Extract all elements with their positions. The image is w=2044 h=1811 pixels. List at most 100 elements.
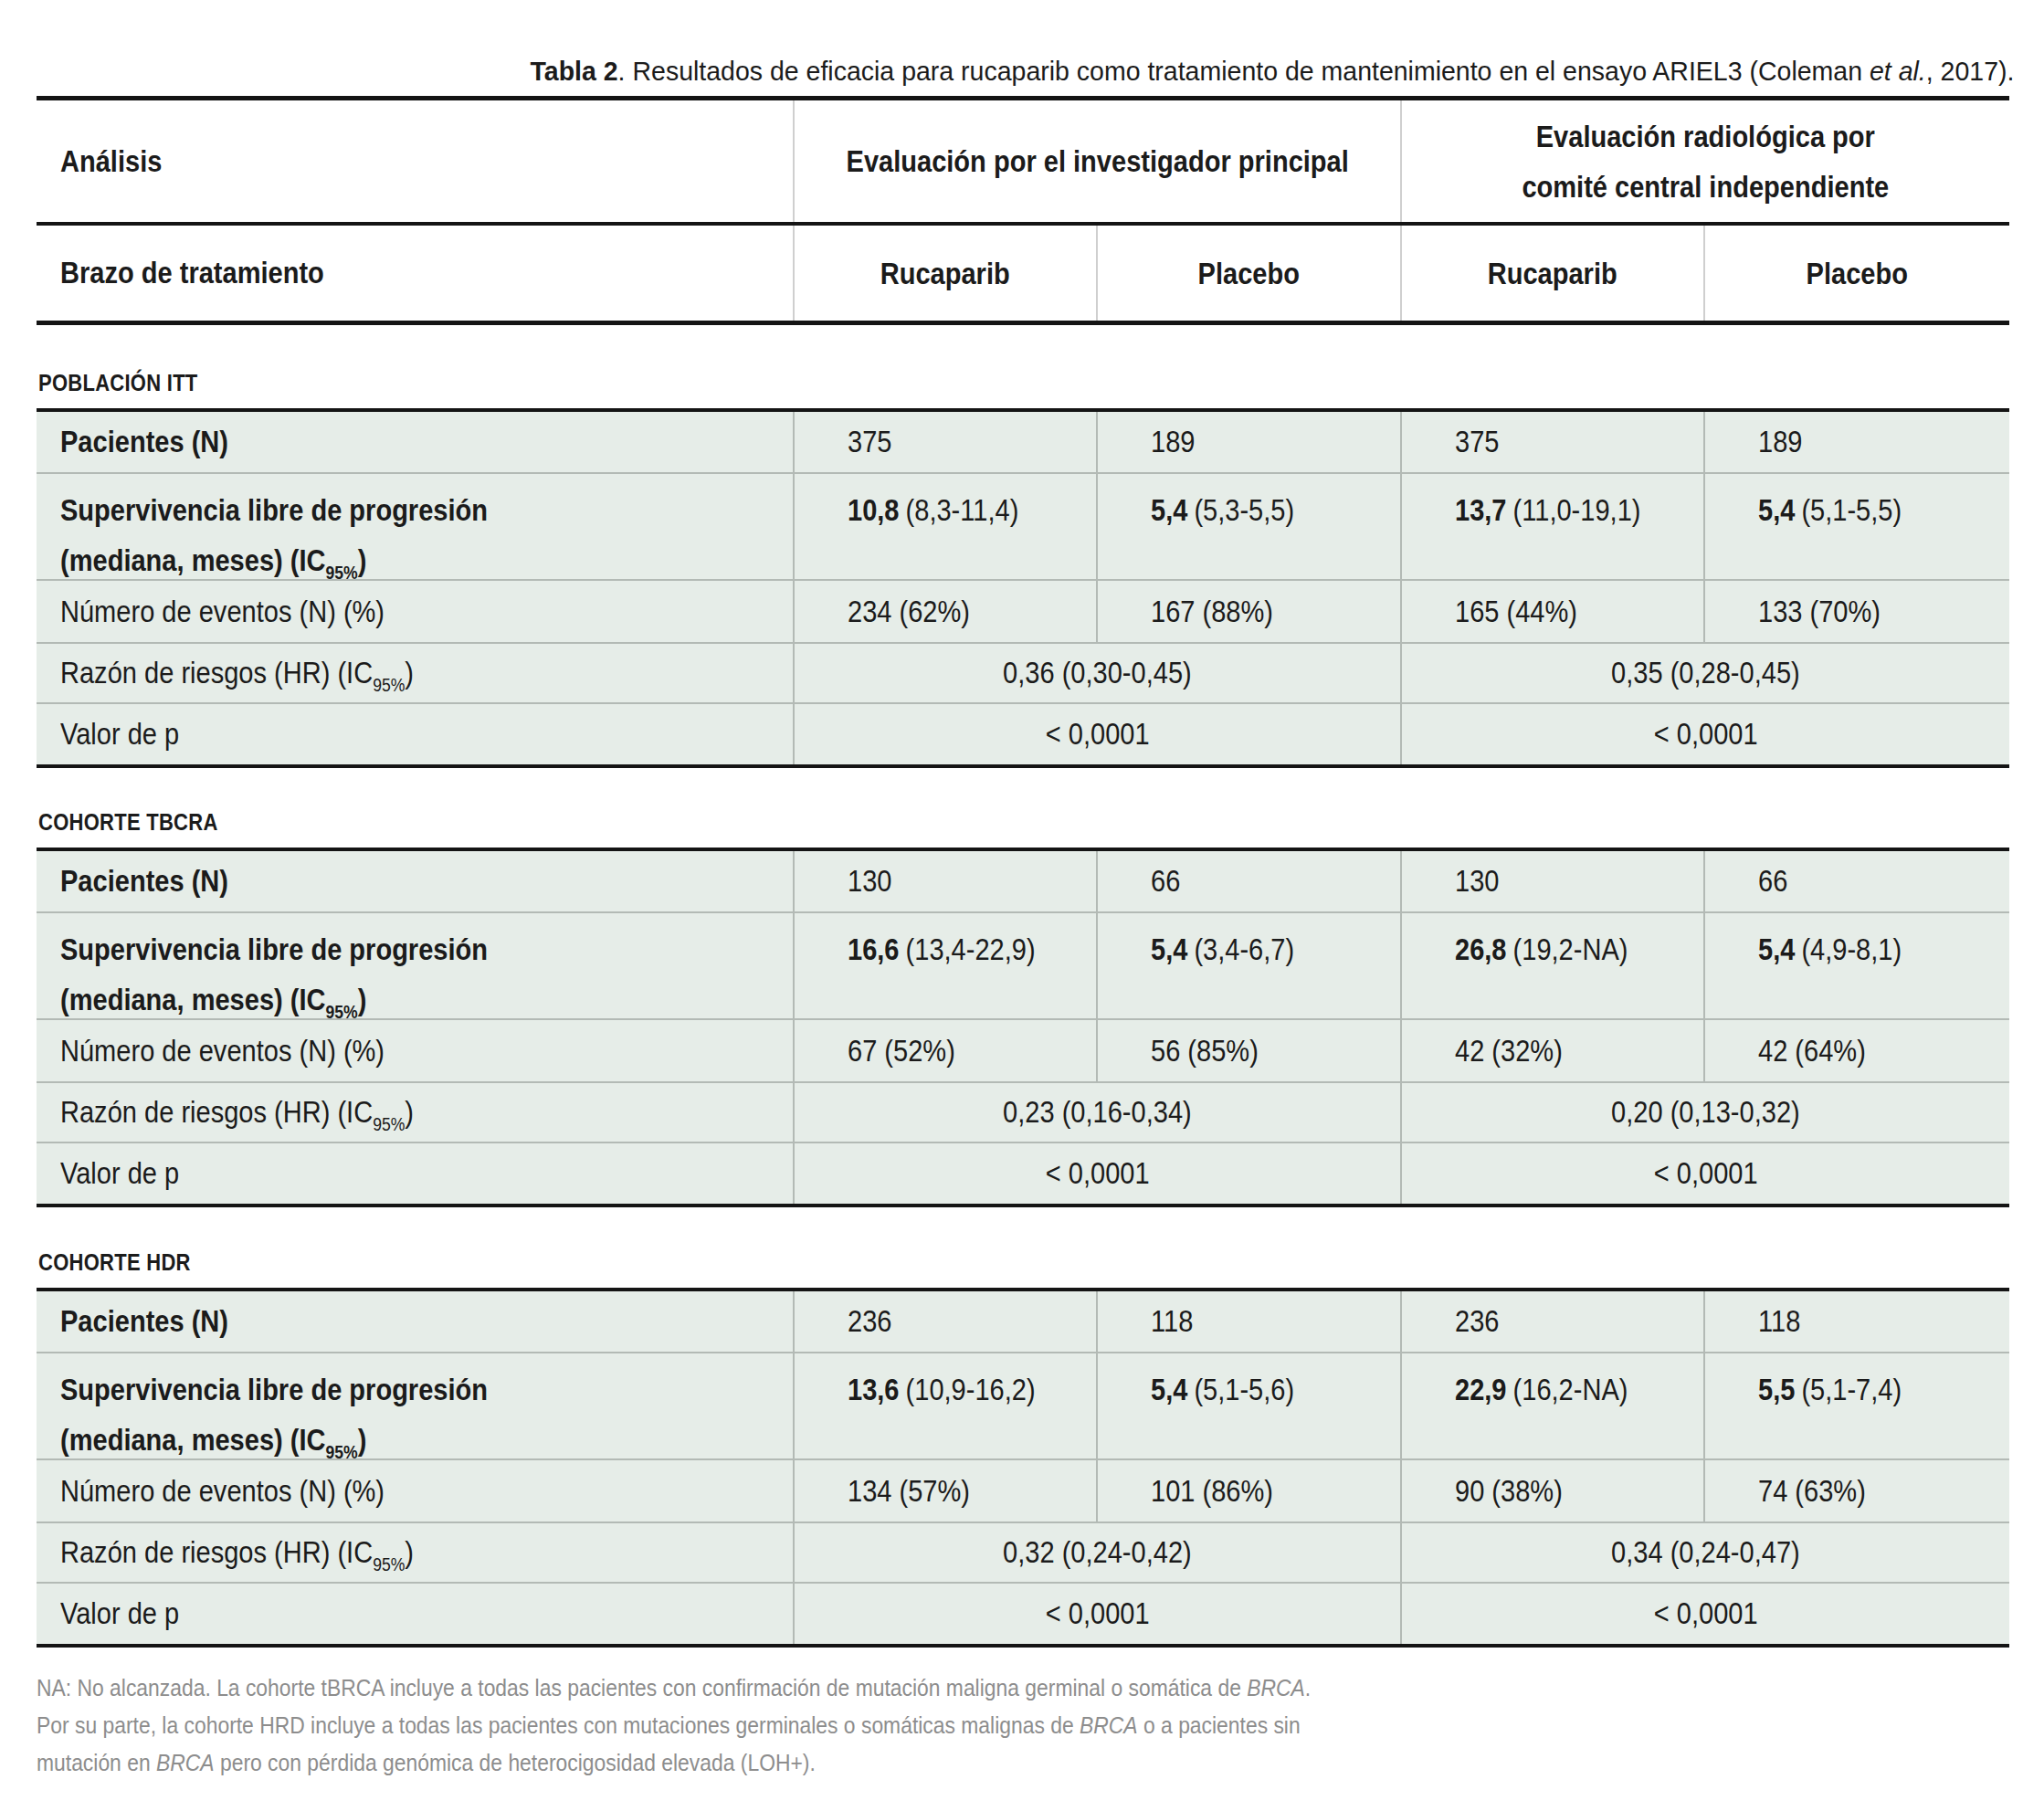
section-block-hdr: Pacientes (N) 236 118 236 118 Superviven…	[37, 1288, 2009, 1648]
header-arm-rucaparib-2: Rucaparib	[1402, 226, 1705, 321]
value-patients: 236	[795, 1291, 1098, 1352]
value-patients: 189	[1705, 412, 2009, 472]
row-hazard-ratio: Razón de riesgos (HR) (IC95%) 0,23 (0,16…	[37, 1083, 2009, 1143]
row-pfs: Supervivencia libre de progresión(median…	[37, 913, 2009, 1020]
row-label-p-value: Valor de p	[37, 1584, 795, 1644]
value-events: 90 (38%)	[1402, 1460, 1705, 1521]
header-arm-rucaparib-1: Rucaparib	[795, 226, 1098, 321]
value-patients: 66	[1705, 851, 2009, 911]
value-events: 234 (62%)	[795, 581, 1098, 642]
row-label-p-value: Valor de p	[37, 1143, 795, 1204]
footnote-line: mutación en BRCA pero con pérdida genómi…	[37, 1744, 2009, 1782]
footnote-line: NA: No alcanzada. La cohorte tBRCA inclu…	[37, 1669, 2009, 1707]
row-label-pfs: Supervivencia libre de progresión(median…	[37, 913, 795, 1025]
efficacy-table: Análisis Evaluación por el investigador …	[37, 96, 2009, 1782]
value-events: 67 (52%)	[795, 1020, 1098, 1081]
value-patients: 130	[795, 851, 1098, 911]
row-hazard-ratio: Razón de riesgos (HR) (IC95%) 0,36 (0,30…	[37, 644, 2009, 704]
header-group-radiology: Evaluación radiológica porcomité central…	[1402, 100, 2009, 222]
value-patients: 118	[1098, 1291, 1402, 1352]
section-label-hdr: COHORTE HDR	[37, 1207, 2009, 1288]
value-events: 165 (44%)	[1402, 581, 1705, 642]
row-label-pfs: Supervivencia libre de progresión(median…	[37, 474, 795, 585]
row-events: Número de eventos (N) (%) 134 (57%) 101 …	[37, 1460, 2009, 1523]
row-label-hazard-ratio: Razón de riesgos (HR) (IC95%)	[37, 644, 795, 702]
value-pfs: 16,6(13,4-22,9)	[795, 913, 1098, 1025]
header-treatment-arm: Brazo de tratamiento	[37, 226, 795, 321]
header-arm-placebo-2: Placebo	[1705, 226, 2009, 321]
value-pfs: 13,7(11,0-19,1)	[1402, 474, 1705, 585]
row-label-pfs: Supervivencia libre de progresión(median…	[37, 1353, 795, 1465]
value-patients: 130	[1402, 851, 1705, 911]
header-row-arms: Brazo de tratamiento Rucaparib Placebo R…	[37, 226, 2009, 325]
value-events: 42 (64%)	[1705, 1020, 2009, 1081]
row-label-patients: Pacientes (N)	[37, 1291, 795, 1352]
value-pfs: 10,8(8,3-11,4)	[795, 474, 1098, 585]
row-label-hazard-ratio: Razón de riesgos (HR) (IC95%)	[37, 1083, 795, 1142]
value-p: < 0,0001	[795, 1143, 1402, 1204]
value-events: 134 (57%)	[795, 1460, 1098, 1521]
row-events: Número de eventos (N) (%) 234 (62%) 167 …	[37, 581, 2009, 644]
value-events: 74 (63%)	[1705, 1460, 2009, 1521]
value-hazard-ratio: 0,32 (0,24-0,42)	[795, 1523, 1402, 1582]
section-label-itt: POBLACIÓN ITT	[37, 325, 2009, 408]
value-events: 133 (70%)	[1705, 581, 2009, 642]
header-row-analysis: Análisis Evaluación por el investigador …	[37, 96, 2009, 226]
value-pfs: 5,4(5,1-5,6)	[1098, 1353, 1402, 1465]
value-p: < 0,0001	[795, 1584, 1402, 1644]
row-events: Número de eventos (N) (%) 67 (52%) 56 (8…	[37, 1020, 2009, 1083]
value-patients: 375	[795, 412, 1098, 472]
row-label-patients: Pacientes (N)	[37, 851, 795, 911]
value-pfs: 22,9(16,2-NA)	[1402, 1353, 1705, 1465]
header-arm-placebo-1: Placebo	[1098, 226, 1402, 321]
value-pfs: 5,4(4,9-8,1)	[1705, 913, 2009, 1025]
value-events: 167 (88%)	[1098, 581, 1402, 642]
page: Tabla 2. Resultados de eficacia para ruc…	[0, 0, 2044, 1811]
value-events: 101 (86%)	[1098, 1460, 1402, 1521]
value-patients: 118	[1705, 1291, 2009, 1352]
row-label-events: Número de eventos (N) (%)	[37, 1020, 795, 1081]
section-block-tbcra: Pacientes (N) 130 66 130 66 Supervivenci…	[37, 848, 2009, 1207]
value-hazard-ratio: 0,34 (0,24-0,47)	[1402, 1523, 2009, 1582]
row-p-value: Valor de p < 0,0001 < 0,0001	[37, 1584, 2009, 1644]
value-hazard-ratio: 0,35 (0,28-0,45)	[1402, 644, 2009, 702]
row-patients: Pacientes (N) 130 66 130 66	[37, 851, 2009, 913]
value-p: < 0,0001	[1402, 1143, 2009, 1204]
value-patients: 236	[1402, 1291, 1705, 1352]
row-label-p-value: Valor de p	[37, 704, 795, 764]
row-label-hazard-ratio: Razón de riesgos (HR) (IC95%)	[37, 1523, 795, 1582]
value-patients: 375	[1402, 412, 1705, 472]
value-patients: 189	[1098, 412, 1402, 472]
row-hazard-ratio: Razón de riesgos (HR) (IC95%) 0,32 (0,24…	[37, 1523, 2009, 1584]
value-pfs: 5,4(5,1-5,5)	[1705, 474, 2009, 585]
value-events: 56 (85%)	[1098, 1020, 1402, 1081]
row-label-events: Número de eventos (N) (%)	[37, 1460, 795, 1521]
value-hazard-ratio: 0,23 (0,16-0,34)	[795, 1083, 1402, 1142]
row-p-value: Valor de p < 0,0001 < 0,0001	[37, 704, 2009, 764]
value-pfs: 5,5(5,1-7,4)	[1705, 1353, 2009, 1465]
table-title: Tabla 2. Resultados de eficacia para ruc…	[37, 55, 2014, 88]
header-group-investigator: Evaluación por el investigador principal	[795, 100, 1402, 222]
row-patients: Pacientes (N) 375 189 375 189	[37, 412, 2009, 474]
section-block-itt: Pacientes (N) 375 189 375 189 Superviven…	[37, 408, 2009, 768]
value-pfs: 5,4(3,4-6,7)	[1098, 913, 1402, 1025]
row-pfs: Supervivencia libre de progresión(median…	[37, 474, 2009, 581]
row-patients: Pacientes (N) 236 118 236 118	[37, 1291, 2009, 1353]
row-label-events: Número de eventos (N) (%)	[37, 581, 795, 642]
value-p: < 0,0001	[1402, 704, 2009, 764]
value-pfs: 5,4(5,3-5,5)	[1098, 474, 1402, 585]
table-footnote: NA: No alcanzada. La cohorte tBRCA inclu…	[37, 1669, 2009, 1782]
value-patients: 66	[1098, 851, 1402, 911]
section-label-tbcra: COHORTE TBCRA	[37, 768, 2009, 848]
value-hazard-ratio: 0,20 (0,13-0,32)	[1402, 1083, 2009, 1142]
footnote-line: Por su parte, la cohorte HRD incluye a t…	[37, 1707, 2009, 1744]
header-analysis: Análisis	[37, 100, 795, 222]
row-p-value: Valor de p < 0,0001 < 0,0001	[37, 1143, 2009, 1204]
row-pfs: Supervivencia libre de progresión(median…	[37, 1353, 2009, 1460]
value-p: < 0,0001	[795, 704, 1402, 764]
value-pfs: 26,8(19,2-NA)	[1402, 913, 1705, 1025]
value-events: 42 (32%)	[1402, 1020, 1705, 1081]
value-p: < 0,0001	[1402, 1584, 2009, 1644]
value-pfs: 13,6(10,9-16,2)	[795, 1353, 1098, 1465]
value-hazard-ratio: 0,36 (0,30-0,45)	[795, 644, 1402, 702]
